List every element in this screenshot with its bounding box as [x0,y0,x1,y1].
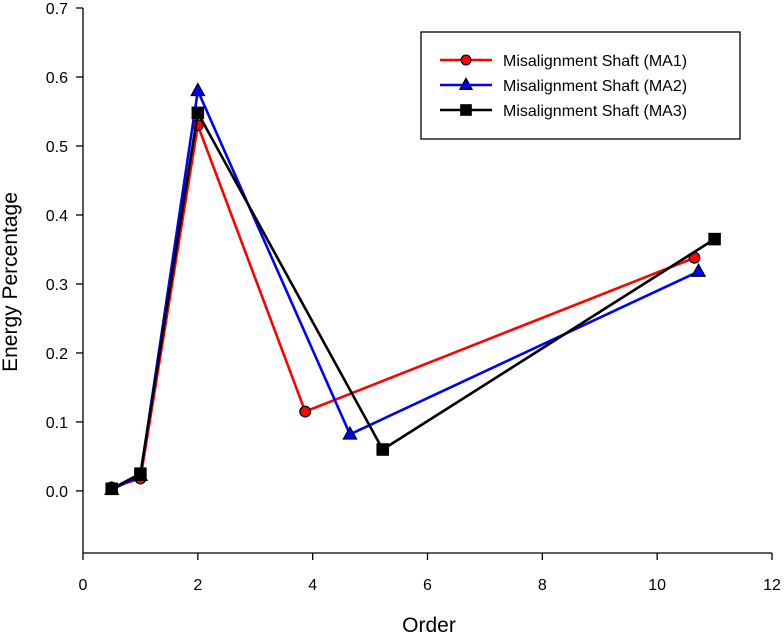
legend: Misalignment Shaft (MA1) Misalignment Sha… [420,31,741,140]
data-point [376,443,389,456]
x-tick-label: 6 [423,577,432,594]
data-point [342,425,358,440]
legend-marker [460,54,472,66]
series-line [111,111,716,490]
data-point [690,263,707,277]
data-point [134,467,147,480]
x-axis-title: Order [402,614,456,637]
y-tick-label: 0.7 [46,1,68,18]
y-axis-ticks: 0.0 0.1 0.2 0.3 0.4 0.5 0.6 0.7 [46,1,83,501]
data-point [190,82,206,97]
legend-marker [458,77,474,90]
x-tick-label: 12 [763,577,781,594]
series-layer [104,82,721,496]
y-tick-label: 0.3 [46,277,68,294]
legend-entry-1: Misalignment Shaft (MA1) [440,53,687,70]
legend-entry-2: Misalignment Shaft (MA2) [440,77,687,95]
legend-label: Misalignment Shaft (MA2) [503,78,687,95]
data-point [105,482,118,496]
x-tick-label: 4 [308,577,317,594]
data-point [191,106,205,120]
x-tick-label: 2 [193,577,202,594]
x-tick-label: 0 [79,577,88,594]
y-tick-label: 0.1 [46,415,68,432]
y-tick-label: 0.4 [46,208,68,225]
x-tick-label: 10 [648,577,666,594]
legend-label: Misalignment Shaft (MA1) [503,53,687,70]
legend-label: Misalignment Shaft (MA3) [503,103,687,120]
y-tick-label: 0.0 [46,484,68,501]
legend-entry-3: Misalignment Shaft (MA3) [440,103,687,120]
legend-items: Misalignment Shaft (MA1) Misalignment Sha… [440,53,687,120]
data-point [708,232,721,246]
y-axis-title: Energy Percentage [0,192,22,372]
legend-marker [460,104,472,116]
x-axis-ticks: 0 2 4 6 8 10 12 [79,553,781,594]
y-tick-label: 0.5 [46,139,68,156]
y-tick-label: 0.6 [46,70,68,87]
y-tick-label: 0.2 [46,346,68,363]
series-3 [105,106,721,496]
x-tick-label: 8 [538,577,547,594]
data-point [299,405,312,418]
